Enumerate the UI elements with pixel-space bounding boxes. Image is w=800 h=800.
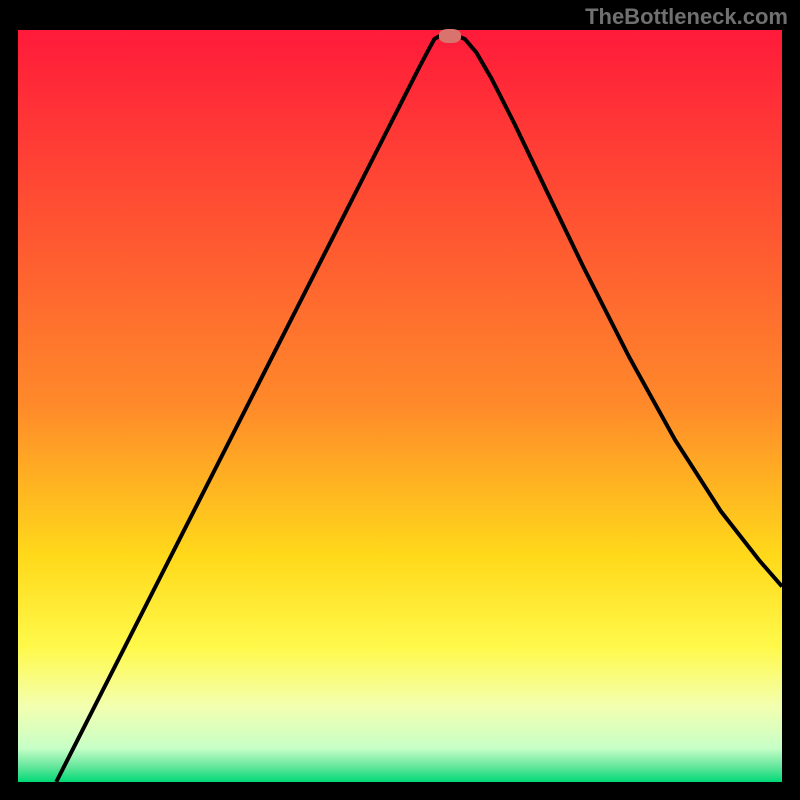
plot-area	[18, 30, 782, 782]
bottleneck-curve	[56, 36, 782, 782]
optimum-marker	[439, 29, 461, 43]
chart-container: TheBottleneck.com	[0, 0, 800, 800]
watermark-text: TheBottleneck.com	[585, 4, 788, 30]
curve-svg	[18, 30, 782, 782]
